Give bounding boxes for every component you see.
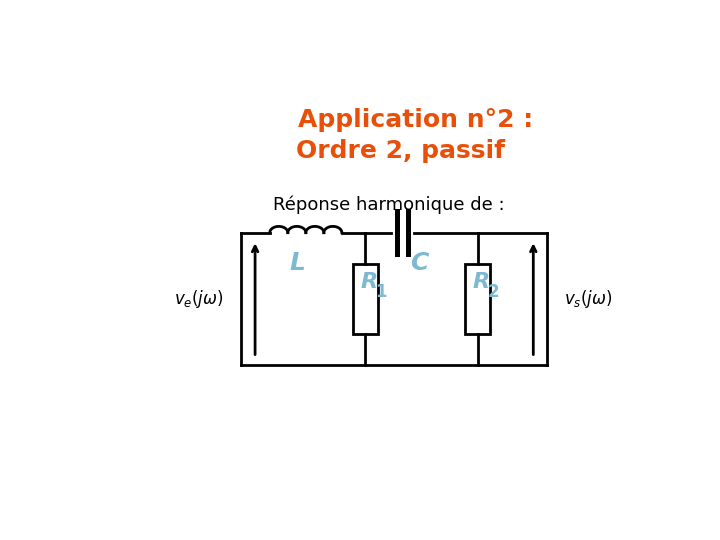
Text: R: R [473,272,490,292]
Text: $v_s(j\omega)$: $v_s(j\omega)$ [564,288,613,310]
Text: 1: 1 [375,283,387,301]
Text: C: C [410,252,428,275]
Text: Réponse harmonique de :: Réponse harmonique de : [273,195,504,214]
Text: Ordre 2, passif: Ordre 2, passif [295,139,505,163]
Text: Application n°2 :: Application n°2 : [298,108,533,132]
Bar [465,264,490,334]
Text: $v_e(j\omega)$: $v_e(j\omega)$ [174,288,224,310]
Bar [353,264,377,334]
Text: R: R [361,272,377,292]
Text: L: L [289,252,305,275]
Text: 2: 2 [487,283,499,301]
